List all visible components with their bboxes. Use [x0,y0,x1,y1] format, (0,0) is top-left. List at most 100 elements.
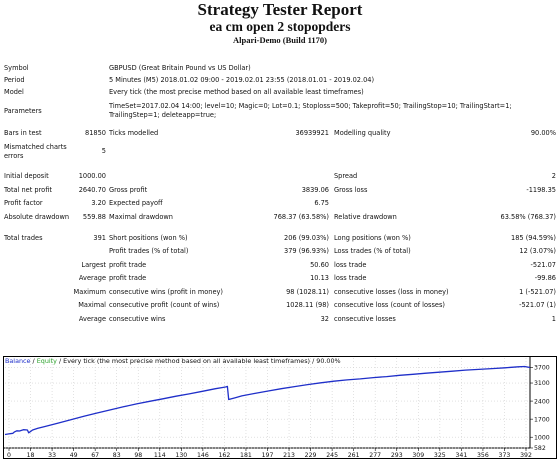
max-consecutive-profit-label: consecutive profit (count of wins) [109,301,220,309]
model-value: Every tick (the most precise method base… [109,88,364,96]
max-consecutive-wins-value: 98 (1028.11) [286,288,329,296]
average-profit-value: 10.13 [310,274,329,282]
profit-factor-value: 3.20 [91,199,106,207]
avg-consecutive-wins-value: 32 [320,315,329,323]
average2-label: Average [78,315,106,323]
model-label: Model [4,88,24,96]
x-tick-label: 18 [27,452,35,459]
avg-consecutive-losses-label: consecutive losses [334,315,396,323]
short-positions-value: 206 (99.03%) [284,234,329,242]
x-tick-label: 33 [48,452,56,459]
x-tick-label: 293 [391,452,403,459]
symbol-label: Symbol [4,64,29,72]
parameters-line-2: TrailingStep=1; deleteapp=true; [109,111,217,119]
total-trades-label: Total trades [4,234,43,242]
bars-value: 81850 [85,129,106,137]
mismatch-label-2: errors [4,152,24,160]
mismatch-label-1: Mismatched charts [4,143,67,151]
largest-profit-label: profit trade [109,261,147,269]
chart-legend: Balance / Equity / Every tick (the most … [5,357,341,365]
y-tick-label: 1700 [534,416,550,423]
legend-equity: Equity [36,357,57,365]
x-tick-label: 309 [412,452,424,459]
quality-label: Modelling quality [334,129,391,137]
legend-separator: / [30,357,37,365]
deposit-value: 1000.00 [78,172,106,180]
legend-description: / Every tick (the most precise method ba… [56,357,341,365]
largest-loss-label: loss trade [334,261,367,269]
net-profit-label: Total net profit [4,186,52,194]
loss-trades-value: 12 (3.07%) [519,247,556,255]
average-loss-value: -99.86 [534,274,556,282]
largest-label: Largest [81,261,106,269]
profit-trades-label: Profit trades (% of total) [109,247,189,255]
relative-drawdown-value: 63.58% (768.37) [500,213,556,221]
deposit-label: Initial deposit [4,172,49,180]
x-tick-label: 341 [455,452,467,459]
gross-loss-value: -1198.35 [526,186,556,194]
legend-balance: Balance [5,357,31,365]
x-tick-label: 0 [7,452,11,459]
maximum-label: Maximum [73,288,107,296]
x-tick-label: 146 [197,452,209,459]
spread-value: 2 [551,172,556,180]
x-tick-label: 98 [134,452,142,459]
maximal-drawdown-value: 768.37 (63.58%) [273,213,329,221]
y-tick-label: 3700 [534,365,550,372]
x-tick-label: 373 [499,452,511,459]
x-tick-label: 162 [219,452,231,459]
long-positions-label: Long positions (won %) [334,234,411,242]
report-title: Strategy Tester Report [197,0,363,19]
expected-payoff-value: 6.75 [314,199,329,207]
spread-label: Spread [334,172,358,180]
y-tick-label: 3100 [534,380,550,387]
loss-trades-label: Loss trades (% of total) [334,247,411,255]
gross-loss-label: Gross loss [334,186,368,194]
x-tick-label: 213 [283,452,295,459]
x-tick-label: 67 [91,452,99,459]
maximal-drawdown-label: Maximal drawdown [109,213,173,221]
avg-consecutive-wins-label: consecutive wins [109,315,166,323]
largest-loss-value: -521.07 [530,261,556,269]
parameters-label: Parameters [4,107,42,115]
x-tick-label: 229 [305,452,317,459]
x-tick-label: 277 [369,452,381,459]
max-consecutive-loss-label: consecutive loss (count of losses) [334,301,445,309]
max-consecutive-wins-label: consecutive wins (profit in money) [109,288,224,296]
symbol-value: GBPUSD (Great Britain Pound vs US Dollar… [109,64,251,72]
average-profit-label: profit trade [109,274,147,282]
x-tick-label: 392 [520,452,532,459]
absolute-drawdown-value: 559.88 [82,213,106,221]
gross-profit-label: Gross profit [109,186,148,194]
y-tick-label: 1000 [534,434,550,441]
expected-payoff-label: Expected payoff [109,199,163,207]
period-value: 5 Minutes (M5) 2018.01.02 09:00 - 2019.0… [109,76,375,84]
ticks-value: 36939921 [295,129,329,137]
average-loss-label: loss trade [334,274,367,282]
avg-consecutive-losses-value: 1 [551,315,556,323]
chart-frame [3,356,557,459]
quality-value: 90.00% [530,129,556,137]
x-tick-label: 83 [113,452,121,459]
max-consecutive-loss-value: -521.07 (1) [519,301,556,309]
profit-factor-label: Profit factor [4,199,43,207]
bars-label: Bars in test [4,129,42,137]
max-consecutive-losses-label: consecutive losses (loss in money) [334,288,449,296]
parameters-line-1: TimeSet=2017.02.04 14:00; level=10; Magi… [109,102,512,110]
balance-line [4,365,531,436]
x-tick-label: 197 [262,452,274,459]
expert-name: ea cm open 2 stopopders [209,19,351,34]
absolute-drawdown-label: Absolute drawdown [4,213,70,221]
x-tick-label: 356 [477,452,489,459]
ticks-label: Ticks modelled [109,129,159,137]
mismatch-value: 5 [101,147,106,155]
short-positions-label: Short positions (won %) [109,234,188,242]
gross-profit-value: 3839.06 [301,186,329,194]
long-positions-value: 185 (94.59%) [511,234,556,242]
server-build: Alpari-Demo (Build 1170) [233,35,327,45]
max-consecutive-losses-value: 1 (-521.07) [519,288,556,296]
x-tick-label: 325 [434,452,446,459]
largest-profit-value: 50.60 [310,261,329,269]
y-tick-label: 582 [534,445,546,452]
total-trades-value: 391 [93,234,106,242]
